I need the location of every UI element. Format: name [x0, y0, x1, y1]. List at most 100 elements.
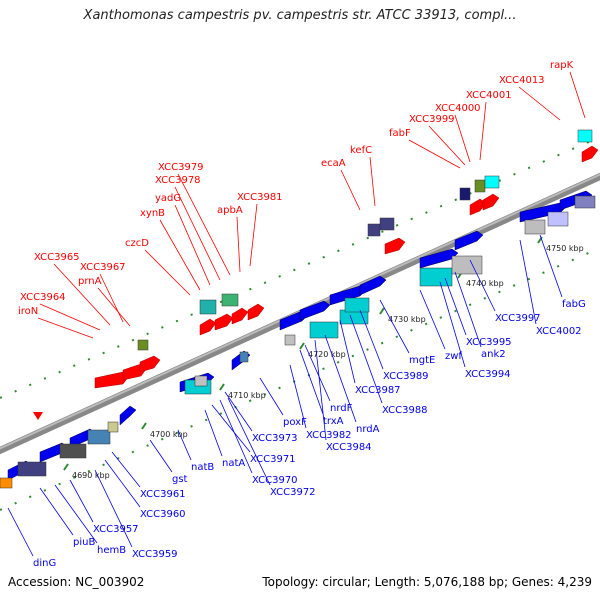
gene-feature[interactable]: [17, 461, 47, 477]
gene-label-reverse[interactable]: XCC3972: [270, 487, 316, 498]
reverse-gene-arrow[interactable]: [119, 405, 137, 426]
forward-gene-arrow[interactable]: [94, 371, 130, 389]
gene-label-forward[interactable]: czcD: [125, 238, 149, 249]
gene-label-forward[interactable]: XCC3964: [20, 292, 66, 303]
gene-label-forward[interactable]: prnA: [78, 276, 102, 287]
scale-label: 4740 kbp: [466, 279, 504, 288]
gene-label-reverse[interactable]: zwf: [445, 351, 462, 362]
position-marker: [33, 412, 43, 420]
gene-label-forward[interactable]: XCC3999: [409, 114, 455, 125]
gene-label-forward[interactable]: XCC3967: [80, 262, 126, 273]
forward-gene-arrow[interactable]: [384, 237, 406, 255]
reverse-gene-arrow[interactable]: [519, 202, 567, 223]
gene-label-forward[interactable]: XCC3981: [237, 192, 283, 203]
gene-feature[interactable]: [419, 267, 453, 287]
gene-label-forward[interactable]: rapK: [550, 60, 574, 71]
gene-feature[interactable]: [474, 179, 486, 193]
forward-gene-arrow[interactable]: [214, 313, 234, 331]
gene-label-reverse[interactable]: piuB: [73, 537, 95, 548]
gene-label-reverse[interactable]: XCC3995: [466, 337, 512, 348]
gene-label-forward[interactable]: XCC3978: [155, 175, 201, 186]
gene-feature[interactable]: [577, 129, 593, 143]
gene-feature[interactable]: [574, 195, 596, 209]
forward-gene-arrow[interactable]: [199, 318, 217, 336]
reverse-gene-arrow[interactable]: [454, 230, 484, 251]
gene-label-reverse[interactable]: XCC3994: [465, 369, 511, 380]
gene-label-forward[interactable]: XCC4001: [466, 90, 512, 101]
gene-label-forward[interactable]: fabF: [389, 128, 411, 139]
gene-label-reverse[interactable]: XCC3984: [326, 442, 372, 453]
gene-label-forward[interactable]: ecaA: [321, 158, 346, 169]
gene-label-reverse[interactable]: XCC3970: [252, 475, 298, 486]
gene-label-reverse[interactable]: poxF: [283, 417, 307, 428]
gene-label-forward[interactable]: XCC3979: [158, 162, 204, 173]
gene-feature[interactable]: [524, 219, 546, 235]
gene-label-reverse[interactable]: natB: [191, 462, 214, 473]
gene-feature[interactable]: [137, 339, 149, 351]
forward-gene-arrow[interactable]: [581, 145, 599, 163]
gene-label-forward[interactable]: XCC3965: [34, 252, 80, 263]
gene-feature[interactable]: [379, 217, 395, 231]
gene-label-reverse[interactable]: nrdA: [356, 424, 380, 435]
gene-feature[interactable]: [199, 299, 217, 315]
gene-label-reverse[interactable]: gst: [172, 474, 188, 485]
gene-label-reverse[interactable]: fabG: [562, 299, 586, 310]
gene-label-forward[interactable]: XCC4013: [499, 75, 545, 86]
genome-summary: Topology: circular; Length: 5,076,188 bp…: [262, 575, 592, 589]
gene-label-reverse[interactable]: XCC3961: [140, 489, 186, 500]
reverse-gene-arrow[interactable]: [299, 300, 331, 321]
gene-label-reverse[interactable]: XCC3959: [132, 549, 178, 560]
scale-label: 4700 kbp: [150, 430, 188, 439]
forward-gene-arrow[interactable]: [139, 355, 161, 373]
gene-label-forward[interactable]: apbA: [217, 205, 243, 216]
gene-label-reverse[interactable]: XCC3982: [306, 430, 352, 441]
forward-gene-arrow[interactable]: [247, 303, 265, 321]
gene-feature[interactable]: [344, 297, 370, 313]
gene-label-reverse[interactable]: XCC3989: [383, 371, 429, 382]
guide-lines: [0, 136, 600, 511]
gene-feature[interactable]: [59, 443, 87, 459]
gene-feature[interactable]: [284, 334, 296, 346]
gene-feature[interactable]: [221, 293, 239, 307]
scale-label: 4710 kbp: [228, 391, 266, 400]
gene-label-reverse[interactable]: nrdF: [330, 403, 353, 414]
gene-feature[interactable]: [87, 429, 111, 445]
gene-label-forward[interactable]: iroN: [18, 306, 38, 317]
gene-feature[interactable]: [239, 351, 249, 363]
gene-label-forward[interactable]: kefC: [350, 145, 372, 156]
gene-label-reverse[interactable]: natA: [222, 458, 245, 469]
gene-label-reverse[interactable]: XCC3997: [495, 313, 541, 324]
gene-label-forward[interactable]: yadG: [155, 193, 181, 204]
gene-feature[interactable]: [484, 175, 500, 189]
gene-feature[interactable]: [194, 375, 208, 387]
features[interactable]: [0, 129, 599, 489]
gene-label-reverse[interactable]: hemB: [97, 545, 126, 556]
gene-label-reverse[interactable]: XCC4002: [536, 326, 582, 337]
gene-label-reverse[interactable]: XCC3988: [382, 405, 428, 416]
forward-gene-arrow[interactable]: [482, 193, 500, 211]
gene-label-reverse[interactable]: XCC3960: [140, 509, 186, 520]
gene-feature[interactable]: [367, 223, 381, 237]
reverse-gene-arrow[interactable]: [359, 275, 387, 296]
gene-label-forward[interactable]: XCC4000: [435, 103, 481, 114]
gene-feature[interactable]: [547, 211, 569, 227]
gene-feature[interactable]: [451, 255, 483, 275]
gene-label-reverse[interactable]: XCC3987: [355, 385, 401, 396]
gene-feature[interactable]: [459, 187, 471, 201]
gene-feature[interactable]: [0, 477, 13, 489]
gene-label-reverse[interactable]: dinG: [33, 558, 56, 569]
gene-label-reverse[interactable]: XCC3973: [252, 433, 298, 444]
gene-label-reverse[interactable]: ank2: [481, 349, 506, 360]
gene-label-reverse[interactable]: XCC3971: [250, 454, 296, 465]
gene-label-reverse[interactable]: XCC3957: [93, 524, 139, 535]
gene-feature[interactable]: [309, 321, 339, 339]
gene-label-reverse[interactable]: mgtE: [409, 355, 435, 366]
forward-gene-arrow[interactable]: [231, 307, 249, 325]
gene-label-forward[interactable]: xynB: [140, 208, 165, 219]
gene-label-reverse[interactable]: trxA: [323, 416, 344, 427]
scale-tick-mark: [379, 307, 385, 315]
gene-feature[interactable]: [107, 421, 119, 433]
scale-tick-mark: [219, 383, 225, 391]
